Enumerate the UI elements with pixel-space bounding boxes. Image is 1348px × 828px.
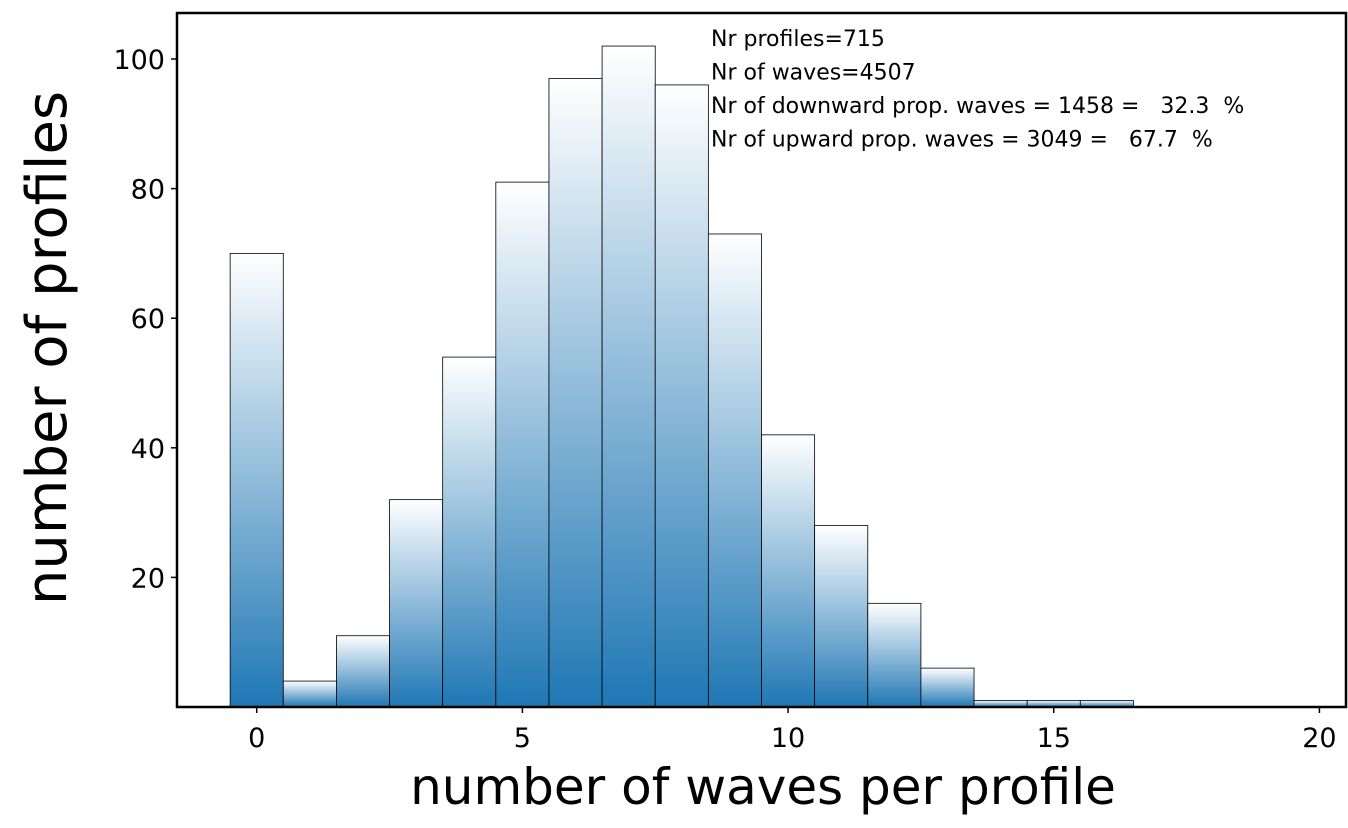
histogram-bar <box>814 525 869 708</box>
x-tick-label: 10 <box>771 723 805 754</box>
annotation: Nr profiles=715 <box>711 27 885 52</box>
histogram-bar <box>495 181 550 708</box>
y-axis-label: number of profiles <box>15 91 80 605</box>
histogram-bar <box>442 356 497 708</box>
x-tick-label: 15 <box>1037 723 1071 754</box>
histogram-bar <box>654 84 709 708</box>
x-axis-label: number of waves per profile <box>410 758 1116 816</box>
y-tick-label: 100 <box>113 45 165 76</box>
histogram-bar <box>601 45 656 708</box>
histogram-bar <box>336 635 390 708</box>
histogram-bar <box>548 78 603 708</box>
histogram-bar <box>867 602 922 708</box>
histogram-bar <box>761 434 816 708</box>
plot-area <box>229 45 1134 708</box>
y-tick-label: 60 <box>131 304 165 335</box>
plot-frame <box>175 11 1348 709</box>
x-tick-label: 20 <box>1302 723 1336 754</box>
histogram-bar <box>282 680 337 708</box>
x-tick-label: 5 <box>514 723 531 754</box>
annotation: Nr of waves=4507 <box>711 61 916 86</box>
x-tick-label: 0 <box>248 723 265 754</box>
annotation: Nr of downward prop. waves = 1458 = 32.3… <box>711 94 1244 119</box>
histogram-bar <box>920 667 975 708</box>
histogram-bar <box>229 253 284 708</box>
annotation: Nr of upward prop. waves = 3049 = 67.7 % <box>711 128 1213 153</box>
y-tick-label: 20 <box>131 563 165 594</box>
histogram-bar <box>707 233 762 708</box>
histogram-bar <box>389 499 444 708</box>
y-tick-label: 40 <box>131 434 165 465</box>
y-tick-label: 80 <box>131 175 165 206</box>
